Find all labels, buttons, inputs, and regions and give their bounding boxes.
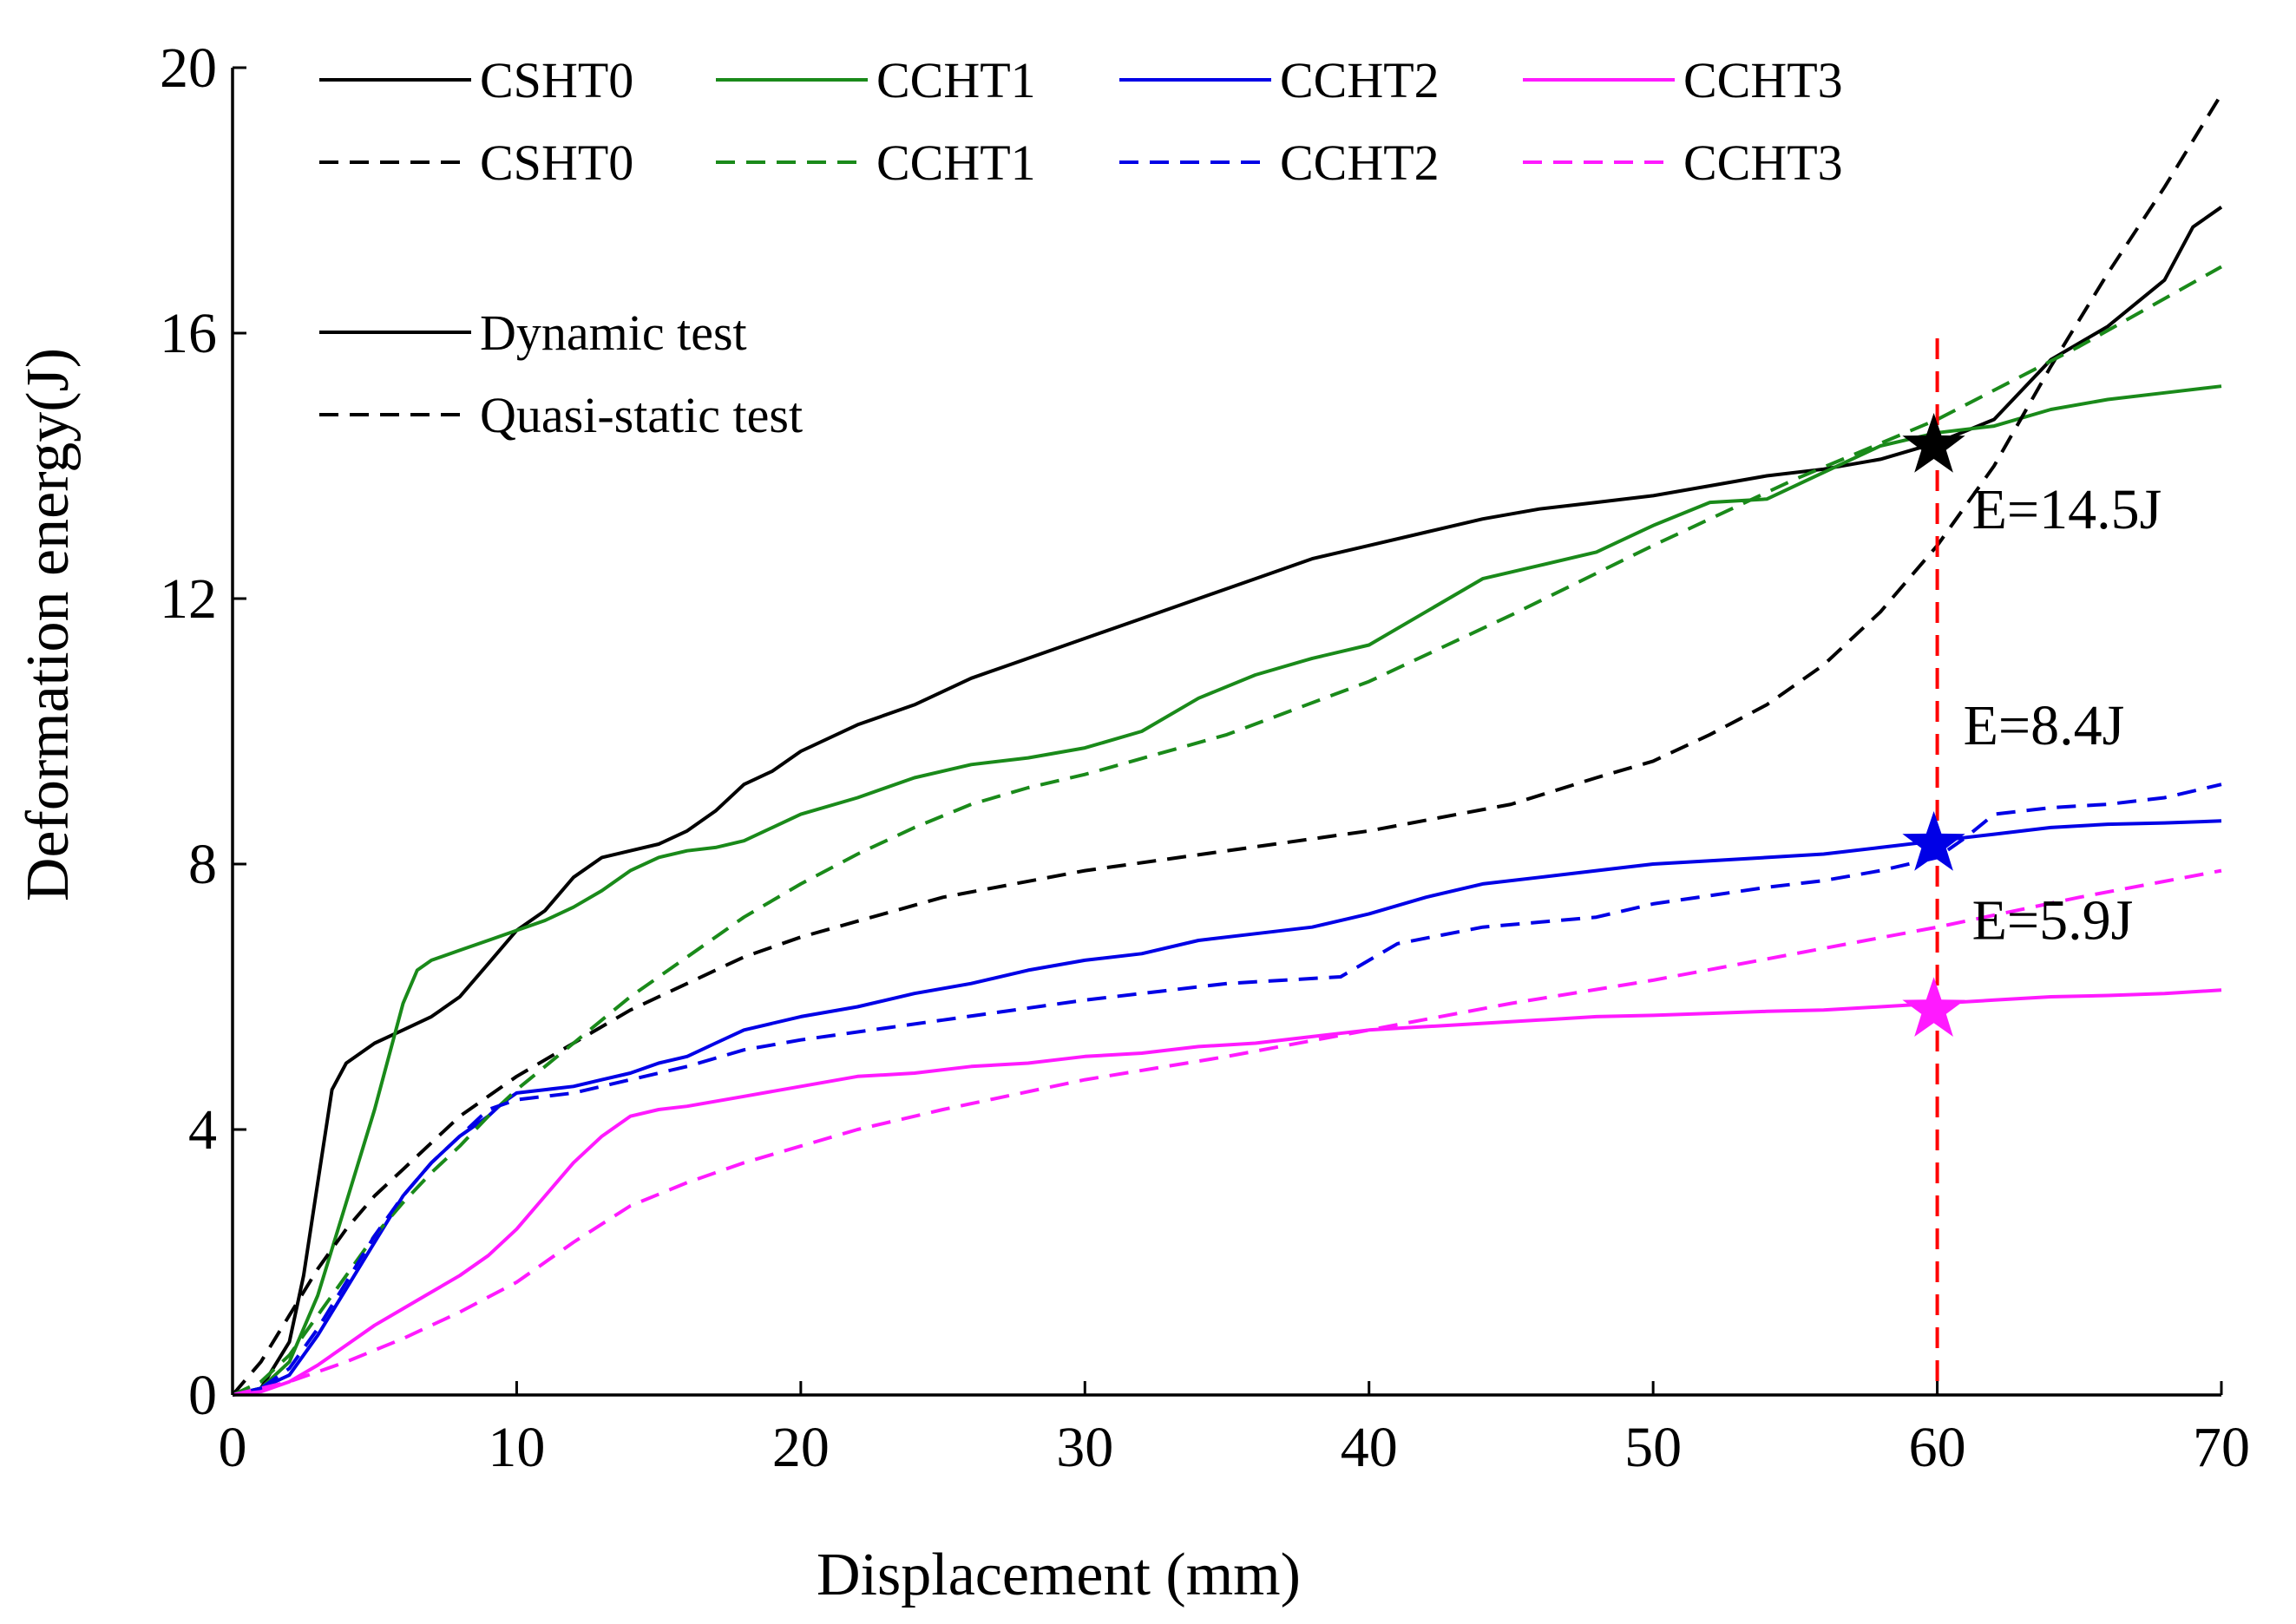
x-axis-label: Displacement (mm) (817, 1542, 1301, 1608)
y-axis-label: Deformation energy(J) (15, 348, 82, 901)
legend-label-ccht1: CCHT1 (876, 134, 1036, 191)
legend-label-ccht1: CCHT1 (876, 52, 1036, 108)
legend-label-ccht2: CCHT2 (1280, 134, 1440, 191)
series-line-ccht2-dynamic (232, 819, 2222, 1397)
energy-annotation-2: E=8.4J (1964, 694, 2125, 757)
x-tick-label: 70 (2193, 1416, 2250, 1479)
legend-label-dynamic-test: Dynamic test (480, 304, 747, 361)
x-tick-label: 0 (219, 1416, 247, 1479)
series-line-csht0-dynamic (232, 206, 2223, 1397)
legend-label-quasi-static-test: Quasi-static test (480, 387, 803, 443)
series-layer (231, 93, 2223, 1397)
star-marker-2 (1902, 811, 1965, 871)
legend-label-csht0: CSHT0 (480, 52, 633, 108)
x-tick-label: 30 (1056, 1416, 1113, 1479)
legend-label-ccht2: CCHT2 (1280, 52, 1440, 108)
marker-layer: E=14.5J E=8.4J E=5.9J (1902, 413, 2162, 1037)
y-tick-label: 20 (160, 36, 217, 100)
series-line-ccht1-quasi-static (232, 265, 2222, 1397)
star-marker-1 (1902, 413, 1965, 473)
x-tick-label: 60 (1909, 1416, 1966, 1479)
energy-annotation-3: E=5.9J (1972, 888, 2134, 952)
legend-label-ccht3: CCHT3 (1683, 134, 1843, 191)
x-tick-label: 10 (488, 1416, 545, 1479)
series-line-ccht3-quasi-static (232, 868, 2222, 1397)
legend: CSHT0 CCHT1 CCHT2 CCHT3 CSHT0 CCHT1 CCHT2 CCHT3… (319, 52, 1843, 443)
y-tick-label: 0 (188, 1364, 217, 1427)
legend-label-ccht3: CCHT3 (1683, 52, 1843, 108)
x-tick-label: 40 (1341, 1416, 1398, 1479)
y-tick-label: 16 (160, 302, 217, 365)
star-marker-3 (1902, 977, 1965, 1037)
series-line-ccht3-dynamic (232, 988, 2222, 1397)
series-line-ccht1-dynamic (232, 384, 2222, 1397)
x-tick-label: 50 (1624, 1416, 1682, 1479)
energy-annotation-1: E=14.5J (1972, 478, 2162, 541)
x-tick-label: 20 (772, 1416, 830, 1479)
series-line-ccht2-quasi-static (232, 783, 2222, 1397)
legend-label-csht0: CSHT0 (480, 134, 633, 191)
axes: 0 10 20 30 40 50 60 70 0 4 8 12 16 20 (160, 36, 2250, 1479)
y-tick-label: 8 (188, 833, 217, 896)
y-tick-label: 4 (188, 1098, 217, 1162)
y-tick-label: 12 (160, 567, 217, 631)
